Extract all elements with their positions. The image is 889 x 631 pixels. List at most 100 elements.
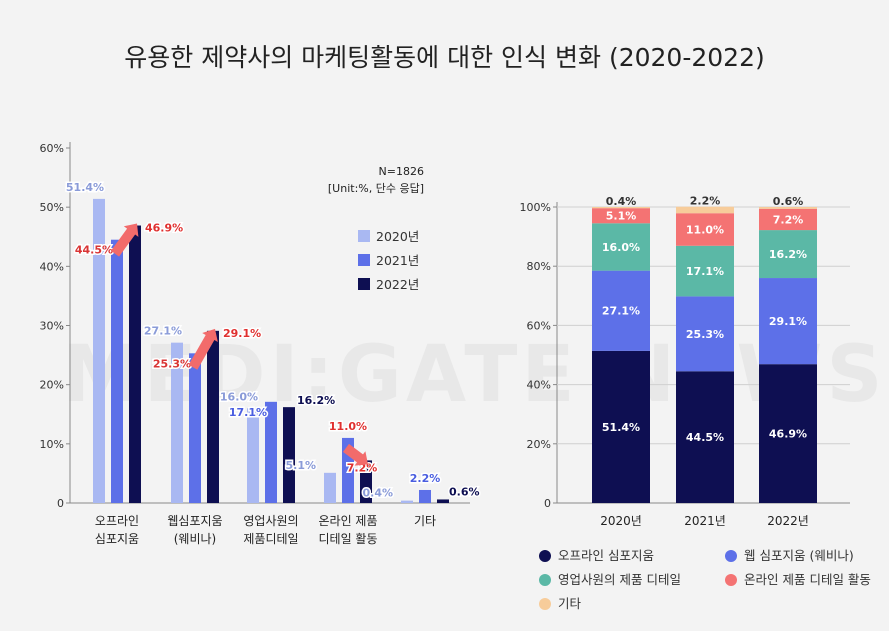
segment-label: 16.0% <box>602 241 640 254</box>
value-label: 5.1% <box>285 459 316 472</box>
trend-arrow-shape <box>343 443 368 466</box>
value-label: 7.2% <box>347 461 378 474</box>
stack-segment-0-2 <box>759 364 817 503</box>
bar-2022-4 <box>437 499 449 503</box>
stack-segment-2-2 <box>759 230 817 279</box>
segment-label: 7.2% <box>773 213 804 226</box>
y-tick-label: 60% <box>40 142 64 155</box>
legend-label: 2022년 <box>376 277 419 292</box>
x-category-label: 오프라인 <box>95 514 139 528</box>
value-label: 25.3% <box>153 357 191 370</box>
y-tick-label: 20% <box>40 379 64 392</box>
value-label: 17.1% <box>229 406 267 419</box>
x-category-label: 2022년 <box>767 514 809 528</box>
bar-2021-0 <box>111 239 123 504</box>
bar-2021-4 <box>419 489 431 503</box>
segment-label: 46.9% <box>769 428 807 441</box>
y-tick-label: 80% <box>527 260 551 273</box>
stack-segment-4-0 <box>592 207 650 209</box>
trend-arrow-down <box>343 443 368 466</box>
segment-label: 44.5% <box>686 431 724 444</box>
bar-2021-2 <box>265 401 277 503</box>
value-label: 51.4% <box>66 181 104 194</box>
legend-swatch <box>358 230 370 242</box>
value-label: 16.0% <box>220 390 258 403</box>
bar-2022-1 <box>207 330 219 503</box>
y-tick-label: 10% <box>40 438 64 451</box>
x-category-label: 2020년 <box>600 514 642 528</box>
value-label: 44.5% <box>75 244 113 257</box>
segment-label: 0.4% <box>606 195 637 208</box>
segment-label: 29.1% <box>769 315 807 328</box>
legend-swatch <box>539 550 551 562</box>
bar-2022-0 <box>129 225 141 503</box>
legend-swatch <box>539 598 551 610</box>
legend-label: 2021년 <box>376 253 419 268</box>
legend-label: 오프라인 심포지움 <box>558 548 654 563</box>
x-category-label: 2021년 <box>684 514 726 528</box>
bar-2022-2 <box>283 407 295 503</box>
legend-label: 기타 <box>558 596 582 611</box>
stack-segment-0-1 <box>676 371 734 503</box>
bar-2020-0 <box>93 198 105 503</box>
segment-label: 25.3% <box>686 328 724 341</box>
stack-segment-1-1 <box>676 296 734 372</box>
value-label: 27.1% <box>144 325 182 338</box>
stack-segment-4-2 <box>759 207 817 209</box>
bar-2020-2 <box>247 408 259 503</box>
segment-label: 2.2% <box>690 195 721 208</box>
bar-2020-3 <box>324 472 336 503</box>
segment-label: 17.1% <box>686 265 724 278</box>
stack-segment-1-2 <box>759 278 817 365</box>
x-category-label: 영업사원의 <box>243 514 298 528</box>
stack-segment-2-0 <box>592 223 650 271</box>
y-tick-label: 0 <box>57 497 64 510</box>
trend-arrow-up <box>110 223 139 257</box>
segment-label: 51.4% <box>602 421 640 434</box>
stack-segment-3-0 <box>592 208 650 224</box>
legend-swatch <box>725 574 737 586</box>
legend-swatch <box>539 574 551 586</box>
segment-label: 5.1% <box>606 210 637 223</box>
x-category-label: 온라인 제품 <box>318 514 377 528</box>
trend-arrow-up <box>188 328 218 370</box>
stack-segment-2-1 <box>676 245 734 297</box>
y-tick-label: 100% <box>520 201 551 214</box>
chart-title: 유용한 제약사의 마케팅활동에 대한 인식 변화 (2020-2022) <box>124 43 765 72</box>
legend-swatch <box>725 550 737 562</box>
value-label: 46.9% <box>145 222 183 235</box>
legend-label: 영업사원의 제품 디테일 <box>558 572 681 587</box>
bar-2020-4 <box>401 500 413 503</box>
segment-label: 27.1% <box>602 305 640 318</box>
y-tick-label: 60% <box>527 319 551 332</box>
x-category-label: 웹심포지움 <box>167 514 222 528</box>
legend-swatch <box>358 254 370 266</box>
trend-arrow-shape <box>110 223 139 257</box>
bar-2021-1 <box>189 353 201 503</box>
stack-segment-4-1 <box>676 206 734 214</box>
y-tick-label: 30% <box>40 320 64 333</box>
y-tick-label: 50% <box>40 201 64 214</box>
stack-segment-0-0 <box>592 350 650 503</box>
segment-label: 0.6% <box>773 195 804 208</box>
value-label: 11.0% <box>329 420 367 433</box>
trend-arrow-shape <box>188 328 218 370</box>
x-category-label: (웨비나) <box>174 532 216 546</box>
x-category-label: 디테일 활동 <box>318 532 377 546</box>
legend-label: 웹 심포지움 (웨비나) <box>744 548 854 563</box>
bar-2022-3 <box>360 460 372 503</box>
value-label: 16.2% <box>297 394 335 407</box>
segment-label: 11.0% <box>686 223 724 236</box>
value-label: 2.2% <box>410 472 441 485</box>
segment-label: 16.2% <box>769 248 807 261</box>
sample-size-note: N=1826 <box>379 165 424 178</box>
legend-label: 온라인 제품 디테일 활동 <box>744 572 871 587</box>
unit-note: [Unit:%, 단수 응답] <box>328 182 424 195</box>
legend-label: 2020년 <box>376 229 419 244</box>
value-label: 0.4% <box>362 487 393 500</box>
value-label: 29.1% <box>223 327 261 340</box>
value-label: 0.6% <box>449 485 480 498</box>
bar-2020-1 <box>171 342 183 503</box>
x-category-label: 심포지움 <box>95 532 139 546</box>
